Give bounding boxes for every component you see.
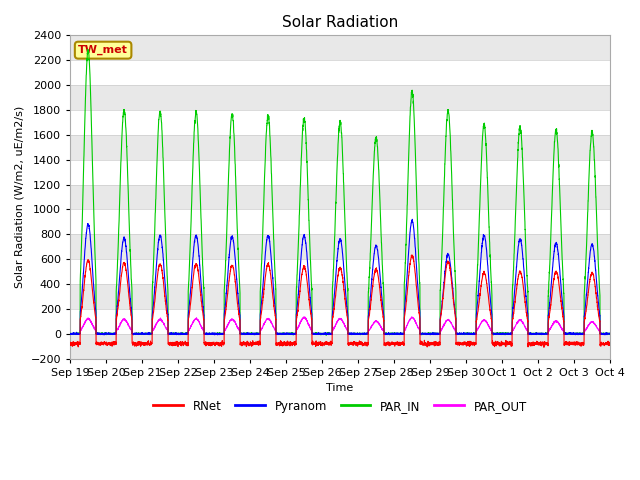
- Bar: [70, 334, 610, 359]
- Bar: [70, 85, 610, 110]
- Bar: [70, 36, 610, 60]
- Bar: [70, 184, 610, 209]
- X-axis label: Time: Time: [326, 383, 354, 393]
- Title: Solar Radiation: Solar Radiation: [282, 15, 398, 30]
- Bar: [70, 234, 610, 259]
- Text: TW_met: TW_met: [78, 45, 128, 55]
- Legend: RNet, Pyranom, PAR_IN, PAR_OUT: RNet, Pyranom, PAR_IN, PAR_OUT: [148, 395, 531, 417]
- Bar: [70, 135, 610, 160]
- Bar: [70, 284, 610, 309]
- Y-axis label: Solar Radiation (W/m2, uE/m2/s): Solar Radiation (W/m2, uE/m2/s): [15, 106, 25, 288]
